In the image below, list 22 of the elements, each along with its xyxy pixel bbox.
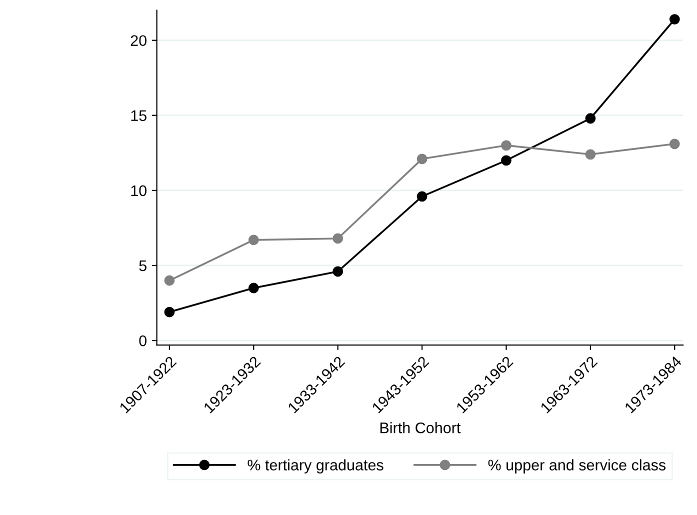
- legend-label: % upper and service class: [488, 459, 666, 474]
- point: [585, 113, 596, 124]
- point: [416, 154, 428, 164]
- point: [669, 14, 680, 25]
- y-tick-label: 15: [131, 110, 146, 122]
- y-tick-label: 5: [139, 260, 146, 272]
- point: [585, 149, 596, 160]
- point: [248, 234, 259, 246]
- point: [501, 140, 512, 151]
- point: [164, 275, 175, 286]
- legend-label: % tertiary graduates: [248, 459, 384, 474]
- x-axis-title: Birth Cohort: [380, 422, 461, 434]
- y-tick-label: 20: [130, 35, 147, 46]
- point: [669, 138, 680, 150]
- point: [332, 266, 344, 277]
- point: [164, 306, 175, 318]
- point: [416, 191, 428, 202]
- y-tick-label: 10: [131, 185, 147, 196]
- point: [332, 233, 344, 244]
- y-tick-label: 0: [139, 335, 147, 346]
- point: [501, 155, 512, 166]
- point: [248, 282, 259, 294]
